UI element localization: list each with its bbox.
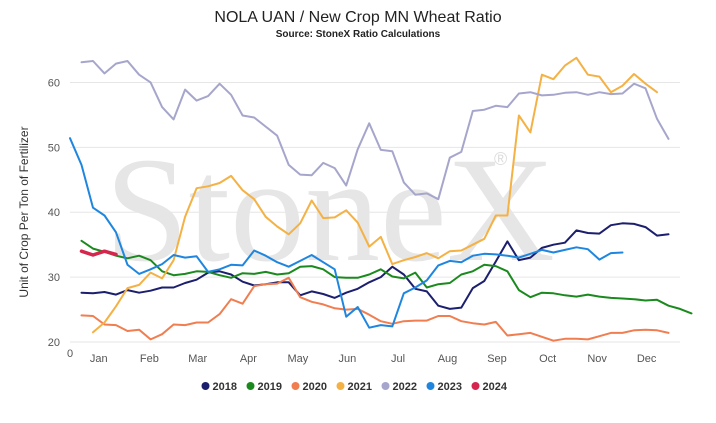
series-line-2023 — [69, 137, 624, 329]
x-tick-label: Mar — [188, 353, 207, 365]
x-axis-ticks: 0 Jan Feb Mar Apr May Jun Jul Aug Sep Oct Nov Dec — [67, 348, 657, 365]
legend-marker — [471, 382, 480, 390]
y-tick-label: 50 — [48, 142, 60, 154]
legend-marker — [381, 382, 390, 390]
legend-item-2021[interactable]: 2021 — [336, 381, 372, 393]
legend: 2018 2019 2020 2021 2022 2023 2024 — [201, 381, 508, 393]
x-tick-label: Feb — [140, 353, 159, 365]
legend-label: 2019 — [258, 381, 282, 393]
x-tick-label: Sep — [487, 353, 507, 365]
x-tick-label: Jun — [339, 353, 357, 365]
legend-label: 2023 — [438, 381, 462, 393]
x-origin-label: 0 — [67, 348, 73, 360]
y-tick-label: 30 — [48, 272, 60, 284]
legend-label: 2022 — [393, 381, 417, 393]
x-tick-label: Apr — [240, 353, 257, 365]
y-tick-label: 20 — [48, 337, 60, 349]
chart-subtitle: Source: StoneX Ratio Calculations — [276, 29, 441, 40]
legend-label: 2021 — [348, 381, 372, 393]
x-tick-label: May — [287, 353, 308, 365]
legend-item-2018[interactable]: 2018 — [201, 381, 237, 393]
legend-marker — [246, 382, 255, 390]
y-axis-ticks: 20 30 40 50 60 — [48, 77, 60, 349]
x-tick-label: Oct — [539, 353, 556, 365]
y-tick-label: 60 — [48, 77, 60, 89]
legend-item-2022[interactable]: 2022 — [381, 381, 417, 393]
watermark: StoneX ® — [105, 127, 555, 293]
series-line-2018 — [80, 222, 670, 310]
legend-marker — [291, 382, 300, 390]
chart-title: NOLA UAN / New Crop MN Wheat Ratio — [214, 9, 501, 26]
x-tick-label: Nov — [587, 353, 607, 365]
legend-item-2023[interactable]: 2023 — [426, 381, 462, 393]
series-line-2024 — [79, 249, 118, 257]
series-line-2022 — [80, 60, 670, 201]
x-tick-label: Jul — [391, 353, 405, 365]
series-line-2019 — [80, 239, 693, 315]
watermark-text: StoneX — [105, 127, 555, 293]
series-line-2020 — [80, 276, 670, 342]
y-axis-label: Unit of Crop Per Ton of Fertilizer — [17, 126, 31, 297]
legend-item-2020[interactable]: 2020 — [291, 381, 327, 393]
legend-item-2024[interactable]: 2024 — [471, 381, 508, 393]
legend-item-2019[interactable]: 2019 — [246, 381, 282, 393]
x-tick-label: Dec — [637, 353, 657, 365]
x-tick-label: Jan — [90, 353, 108, 365]
legend-label: 2024 — [483, 381, 508, 393]
gridlines — [70, 81, 680, 343]
legend-label: 2018 — [213, 381, 237, 393]
series-line-2021 — [92, 56, 658, 334]
x-tick-label: Aug — [438, 353, 458, 365]
watermark-registered-mark: ® — [494, 149, 507, 169]
legend-marker — [336, 382, 345, 390]
legend-label: 2020 — [303, 381, 327, 393]
y-tick-label: 40 — [48, 207, 60, 219]
legend-marker — [201, 382, 210, 390]
series-lines — [69, 56, 693, 342]
legend-marker — [426, 382, 435, 390]
